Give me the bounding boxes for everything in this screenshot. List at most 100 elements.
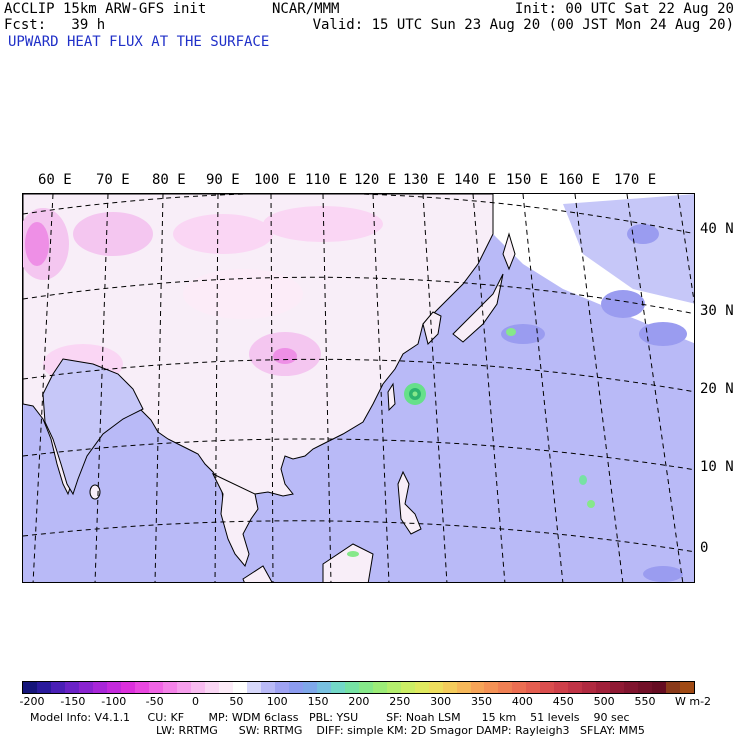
colorbar-swatch — [148, 682, 163, 693]
colorbar-swatch — [23, 682, 37, 693]
colorbar-swatch — [64, 682, 79, 693]
colorbar-swatch — [218, 682, 233, 693]
colorbar-tick-label: 150 — [307, 695, 329, 708]
colorbar-swatch — [92, 682, 107, 693]
colorbar-swatch — [372, 682, 387, 693]
colorbar-swatch — [344, 682, 359, 693]
colorbar-swatch — [50, 682, 65, 693]
colorbar-swatch — [554, 682, 569, 693]
colorbar-tick-label: 100 — [266, 695, 288, 708]
flux-map — [22, 193, 695, 583]
colorbar-swatch — [176, 682, 191, 693]
colorbar-swatch — [596, 682, 611, 693]
colorbar-swatch — [232, 682, 247, 693]
colorbar-swatch — [582, 682, 597, 693]
lon-label: 90 E — [206, 172, 240, 188]
colorbar-tick-label: 0 — [191, 695, 199, 708]
taiwan — [387, 382, 396, 412]
model-run-title: ACCLIP 15km ARW-GFS init — [4, 1, 207, 17]
colorbar — [22, 681, 695, 694]
colorbar-swatch — [470, 682, 485, 693]
lat-label: 30 N — [700, 303, 734, 319]
typhoon-feature — [404, 383, 426, 405]
init-time: Init: 00 UTC Sat 22 Aug 20 — [514, 1, 734, 17]
colorbar-swatch — [540, 682, 555, 693]
colorbar-tick-label: -200 — [19, 695, 45, 708]
colorbar-units: W m-2 — [675, 695, 712, 708]
colorbar-swatch — [652, 682, 667, 693]
colorbar-swatch — [484, 682, 499, 693]
colorbar-tick-label: 50 — [229, 695, 244, 708]
colorbar-tick-label: 300 — [430, 695, 452, 708]
colorbar-tick-label: 200 — [348, 695, 370, 708]
colorbar-tick-label: -150 — [60, 695, 86, 708]
lon-label: 150 E — [506, 172, 549, 188]
lat-label: 0 — [700, 540, 709, 556]
india-region — [42, 358, 144, 496]
colorbar-swatch — [190, 682, 205, 693]
model-info-line2: LW: RRTMG SW: RRTMG DIFF: simple KM: 2D … — [156, 724, 645, 737]
colorbar-swatch — [260, 682, 275, 693]
center-label: NCAR/MMM — [272, 1, 340, 17]
field-title: UPWARD HEAT FLUX AT THE SURFACE — [8, 34, 270, 50]
lon-label: 170 E — [614, 172, 657, 188]
lat-label: 40 N — [700, 221, 734, 237]
colorbar-tick-label: 550 — [634, 695, 656, 708]
philippines — [397, 470, 422, 535]
japan — [452, 273, 504, 343]
lon-label: 110 E — [305, 172, 348, 188]
colorbar-swatch — [288, 682, 303, 693]
colorbar-swatch — [498, 682, 513, 693]
colorbar-ticks: -200 -150 -100 -50 0 50 100 150 200 250 300 350 400 4… — [0, 695, 740, 709]
colorbar-swatch — [414, 682, 429, 693]
longitude-labels: 60 E 70 E 80 E 90 E 100 E 110 E 120 E 13… — [0, 172, 740, 188]
model-info-line1: Model Info: V4.1.1 CU: KF MP: WDM 6class… — [30, 711, 630, 724]
graticule — [23, 194, 694, 582]
colorbar-tick-label: 250 — [389, 695, 411, 708]
colorbar-swatch — [316, 682, 331, 693]
map-canvas — [23, 194, 694, 582]
colorbar-tick-label: 500 — [593, 695, 615, 708]
colorbar-swatch — [204, 682, 219, 693]
colorbar-swatch — [610, 682, 625, 693]
lon-label: 160 E — [558, 172, 601, 188]
colorbar-swatch — [680, 682, 695, 693]
colorbar-swatch — [246, 682, 261, 693]
colorbar-swatch — [428, 682, 443, 693]
colorbar-tick-label: 400 — [511, 695, 533, 708]
colorbar-swatch — [78, 682, 93, 693]
colorbar-swatch — [512, 682, 527, 693]
colorbar-swatch — [526, 682, 541, 693]
colorbar-swatch — [624, 682, 639, 693]
valid-time: Valid: 15 UTC Sun 23 Aug 20 (00 JST Mon … — [312, 17, 734, 33]
lat-label: 10 N — [700, 459, 734, 475]
colorbar-swatch — [638, 682, 653, 693]
colorbar-swatch — [106, 682, 121, 693]
colorbar-swatch — [162, 682, 177, 693]
colorbar-swatch — [358, 682, 373, 693]
colorbar-swatch — [400, 682, 415, 693]
colorbar-tick-label: 450 — [552, 695, 574, 708]
lon-label: 80 E — [152, 172, 186, 188]
lon-label: 70 E — [96, 172, 130, 188]
lon-label: 100 E — [254, 172, 297, 188]
colorbar-swatch — [666, 682, 681, 693]
forecast-hour: Fcst: 39 h — [4, 17, 106, 33]
lat-label: 20 N — [700, 381, 734, 397]
colorbar-swatch — [134, 682, 149, 693]
colorbar-tick-label: -50 — [145, 695, 164, 708]
colorbar-swatch — [386, 682, 401, 693]
colorbar-swatch — [568, 682, 583, 693]
lon-label: 130 E — [403, 172, 446, 188]
colorbar-swatch — [120, 682, 135, 693]
colorbar-swatch — [330, 682, 345, 693]
lon-label: 140 E — [454, 172, 497, 188]
lon-label: 60 E — [38, 172, 72, 188]
colorbar-swatch — [302, 682, 317, 693]
colorbar-tick-label: 350 — [471, 695, 493, 708]
colorbar-swatch — [442, 682, 457, 693]
colorbar-tick-label: -100 — [101, 695, 127, 708]
colorbar-swatch — [456, 682, 471, 693]
lon-label: 120 E — [354, 172, 397, 188]
colorbar-swatch — [274, 682, 289, 693]
